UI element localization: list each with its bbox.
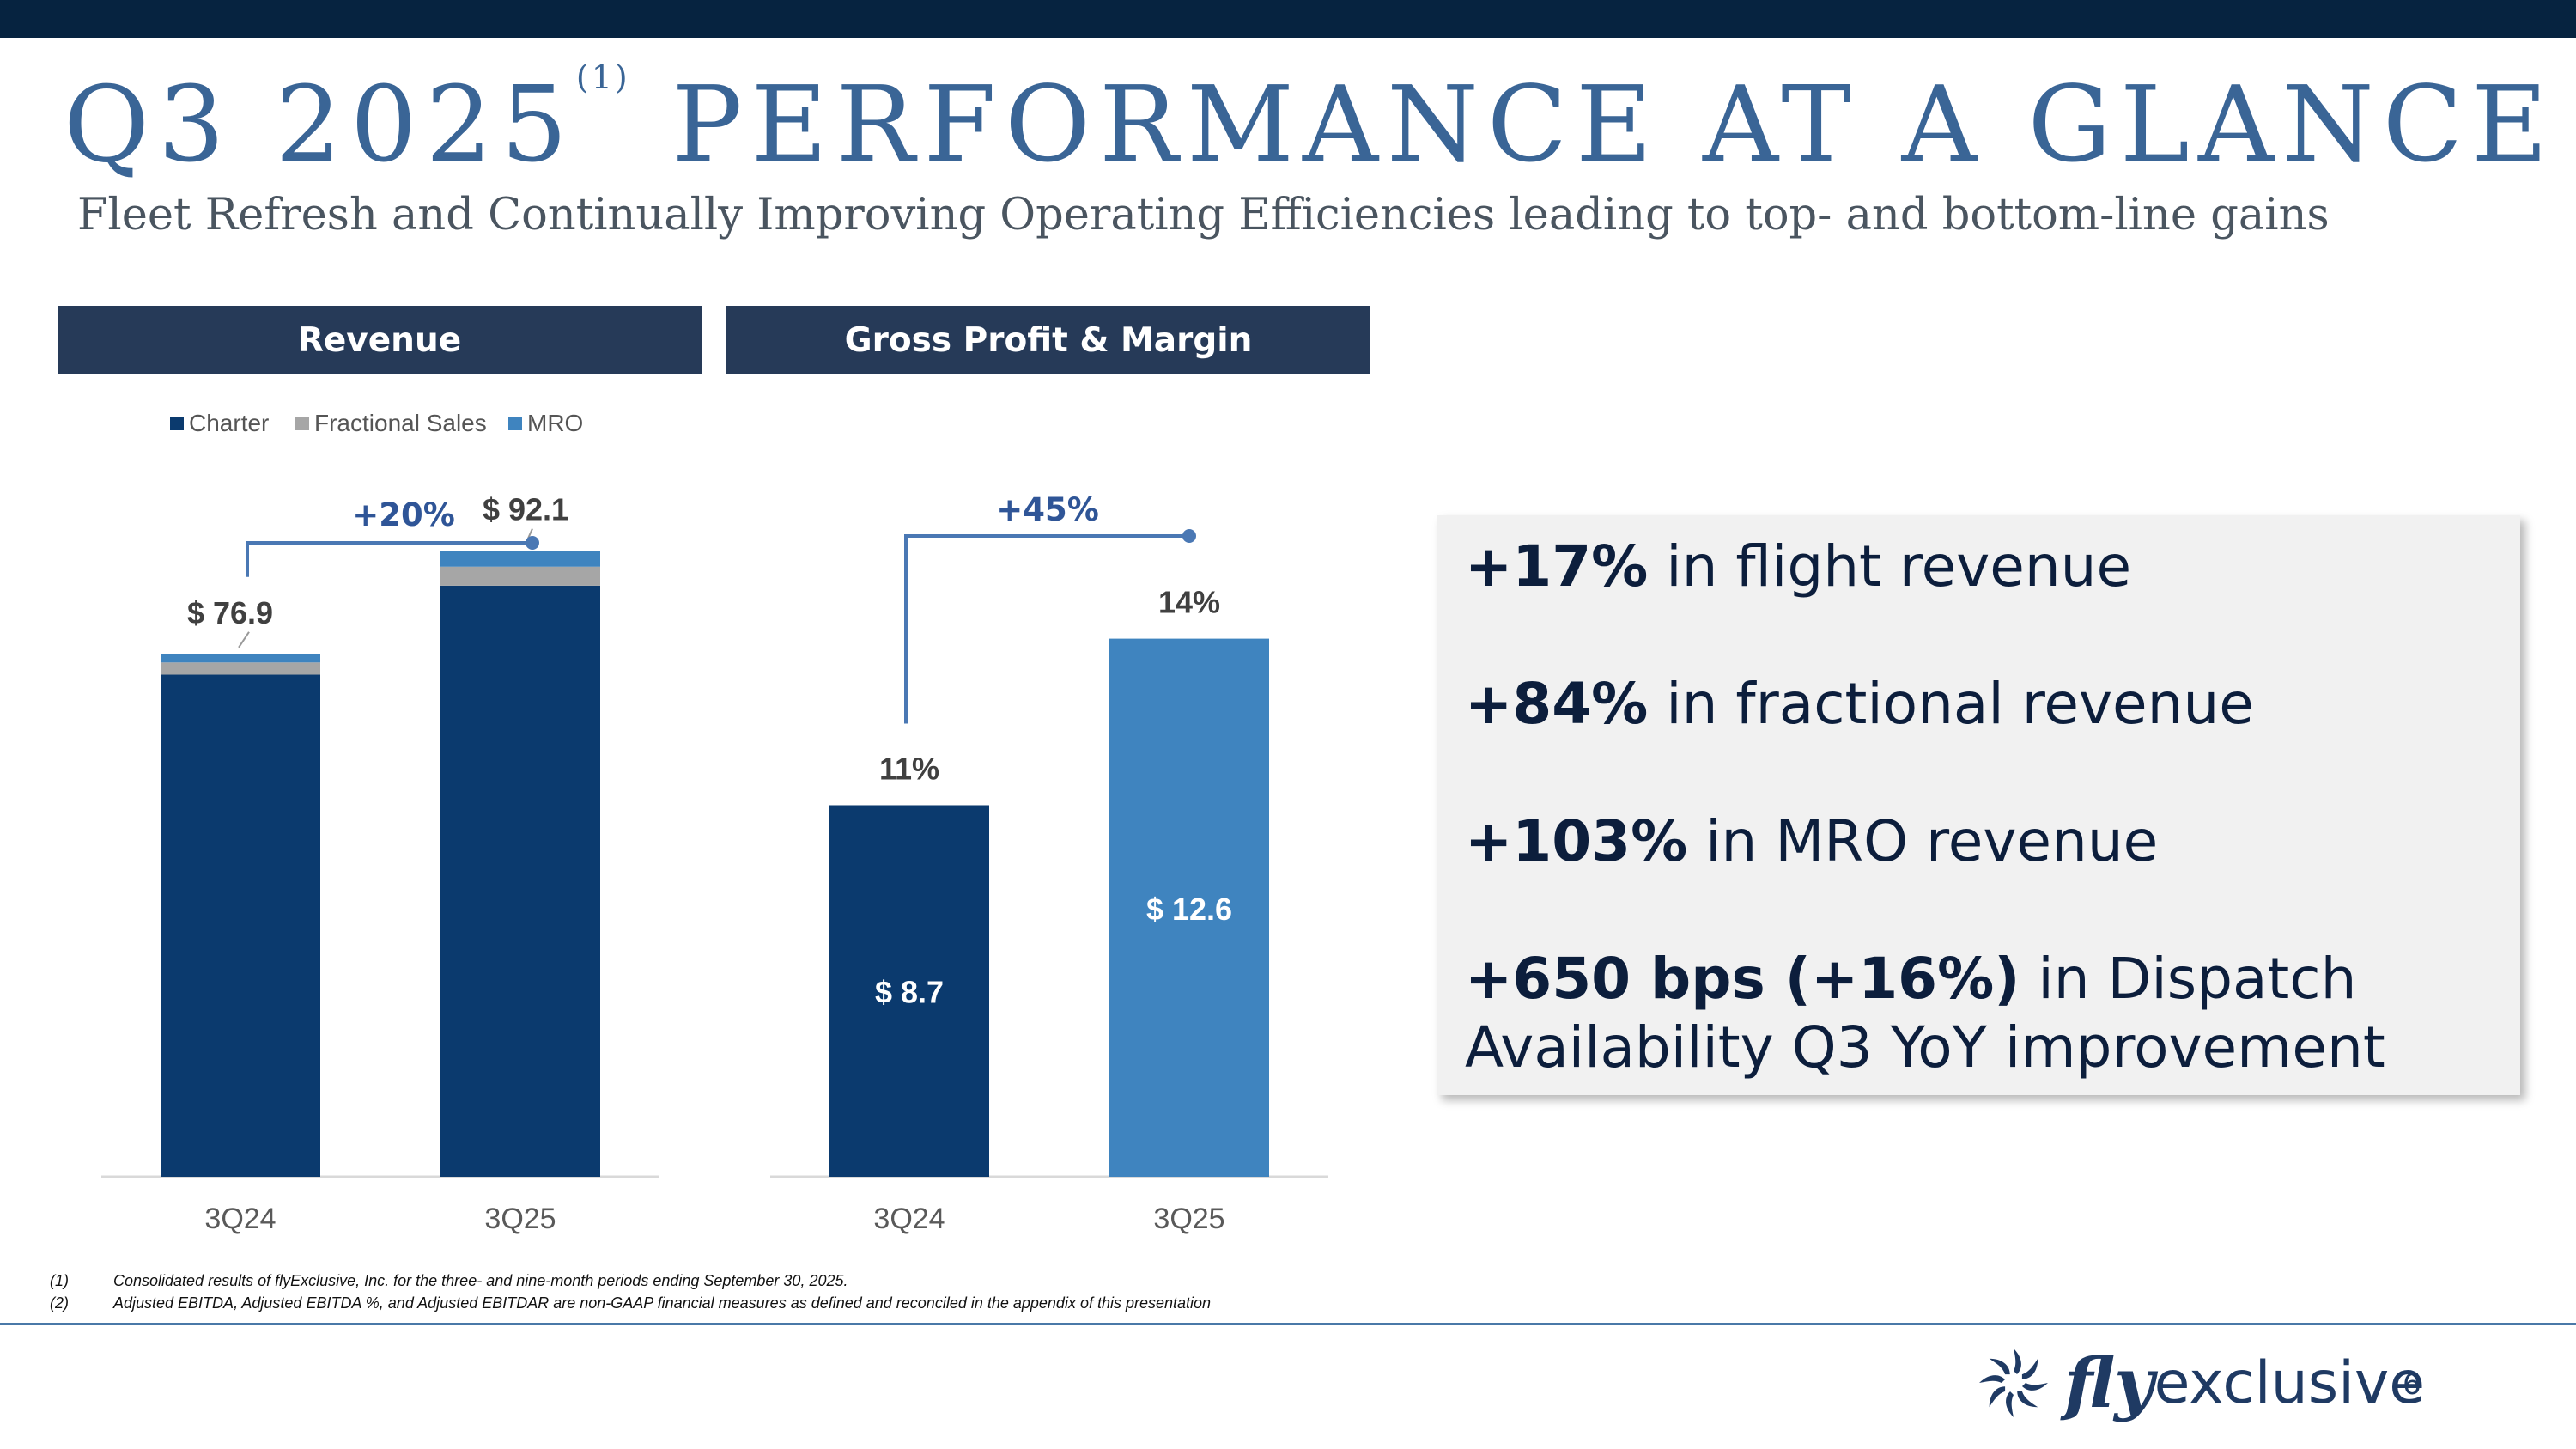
gross-profit-bar-3Q24 <box>829 805 989 1177</box>
gross-profit-bar-3Q25 <box>1109 638 1269 1177</box>
legend-swatch-fractional-sales <box>295 417 309 430</box>
legend-label-mro: MRO <box>527 410 583 436</box>
revenue-bar-3Q25-mro <box>440 551 600 567</box>
page-title: Q3 2025(1) PERFORMANCE AT A GLANCE <box>64 61 2556 177</box>
kpi-value: +650 bps (+16%) <box>1465 946 2020 1012</box>
gross-profit-x-tick-3Q24: 3Q24 <box>873 1202 945 1235</box>
gross-profit-growth-connector-dot <box>1182 529 1196 543</box>
kpi-text: in flight revenue <box>1648 533 2132 600</box>
revenue-total-label-3Q24: $ 76.9 <box>187 595 273 630</box>
title-rest: PERFORMANCE AT A GLANCE <box>671 64 2557 186</box>
gross-profit-chart: $ 8.7 11% 3Q24 $ 12.6 14% 3Q25 +45% <box>770 491 1328 1235</box>
kpi-mro-revenue: +103% in MRO revenue <box>1465 807 2158 876</box>
revenue-chart: Charter Fractional Sales MRO 3Q24 $ 76.9 3Q25… <box>101 410 659 1235</box>
revenue-label-leader-3Q24 <box>238 631 250 648</box>
gross-profit-value-label-3Q25: $ 12.6 <box>1146 892 1232 927</box>
legend-swatch-charter <box>170 417 184 430</box>
kpi-flight-revenue: +17% in flight revenue <box>1465 533 2131 601</box>
flyexclusive-logo: fly exclusive <box>1975 1342 2425 1423</box>
footnote-2: (2) Adjusted EBITDA, Adjusted EBITDA %, a… <box>50 1292 1211 1314</box>
kpi-dispatch-availability: +650 bps (+16%) in Dispatch Availability … <box>1465 945 2385 1082</box>
revenue-x-tick-3Q25: 3Q25 <box>484 1202 556 1235</box>
gross-profit-value-label-3Q24: $ 8.7 <box>875 975 944 1010</box>
revenue-bar-3Q25-fractional-sales <box>440 566 600 586</box>
revenue-growth-label: +20% <box>352 496 455 533</box>
page-subtitle: Fleet Refresh and Continually Improving … <box>77 190 2330 240</box>
footnotes: (1) Consolidated results of flyExclusive,… <box>50 1269 1211 1314</box>
kpi-value: +17% <box>1465 533 1649 600</box>
kpi-text: in MRO revenue <box>1687 808 2159 874</box>
bottom-divider <box>0 1323 2576 1325</box>
revenue-header: Revenue <box>58 306 702 374</box>
gross-profit-growth-connector <box>904 534 1189 724</box>
revenue-growth-connector <box>246 541 532 577</box>
gross-profit-growth-label: +45% <box>996 491 1099 528</box>
top-bar <box>0 0 2576 38</box>
kpi-value: +103% <box>1465 808 1688 874</box>
revenue-bar-3Q24-charter <box>161 674 320 1177</box>
footnote-text: Consolidated results of flyExclusive, In… <box>113 1272 848 1289</box>
logo-exclusive-text: exclusive <box>2154 1349 2426 1417</box>
revenue-growth-connector-dot <box>526 536 539 550</box>
logo-fly-text: fly <box>2064 1342 2154 1423</box>
title-quarter: Q3 2025 <box>64 64 576 186</box>
footnote-number: (2) <box>50 1294 69 1312</box>
swirl-logo-icon <box>1979 1349 2048 1417</box>
legend-swatch-mro <box>508 417 522 430</box>
revenue-total-label-3Q25: $ 92.1 <box>483 492 568 527</box>
gross-profit-x-tick-3Q25: 3Q25 <box>1153 1202 1224 1235</box>
title-footnote-marker: (1) <box>575 58 630 96</box>
kpi-text: in fractional revenue <box>1648 671 2254 737</box>
kpi-value: +84% <box>1465 671 1649 737</box>
gross-profit-margin-label-3Q25: 14% <box>1158 585 1220 620</box>
kpi-box: +17% in flight revenue +84% in fractiona… <box>1437 515 2520 1095</box>
footnote-1: (1) Consolidated results of flyExclusive,… <box>50 1269 1211 1292</box>
revenue-bar-3Q24-mro <box>161 654 320 663</box>
revenue-bar-3Q24-fractional-sales <box>161 662 320 675</box>
kpi-fractional-revenue: +84% in fractional revenue <box>1465 670 2254 739</box>
legend-label-charter: Charter <box>189 410 269 436</box>
footnote-number: (1) <box>50 1272 69 1289</box>
revenue-bar-3Q25-charter <box>440 585 600 1177</box>
kpi-text: in Dispatch <box>2020 946 2357 1012</box>
gross-profit-margin-label-3Q24: 11% <box>879 751 939 786</box>
gross-profit-header: Gross Profit & Margin <box>726 306 1370 374</box>
footnote-text: Adjusted EBITDA, Adjusted EBITDA %, and … <box>113 1294 1212 1312</box>
revenue-x-tick-3Q24: 3Q24 <box>204 1202 276 1235</box>
page-number: 6 <box>2403 1367 2421 1402</box>
legend-label-fractional-sales: Fractional Sales <box>314 410 487 436</box>
kpi-text-line2: Availability Q3 YoY improvement <box>1465 1014 2385 1081</box>
